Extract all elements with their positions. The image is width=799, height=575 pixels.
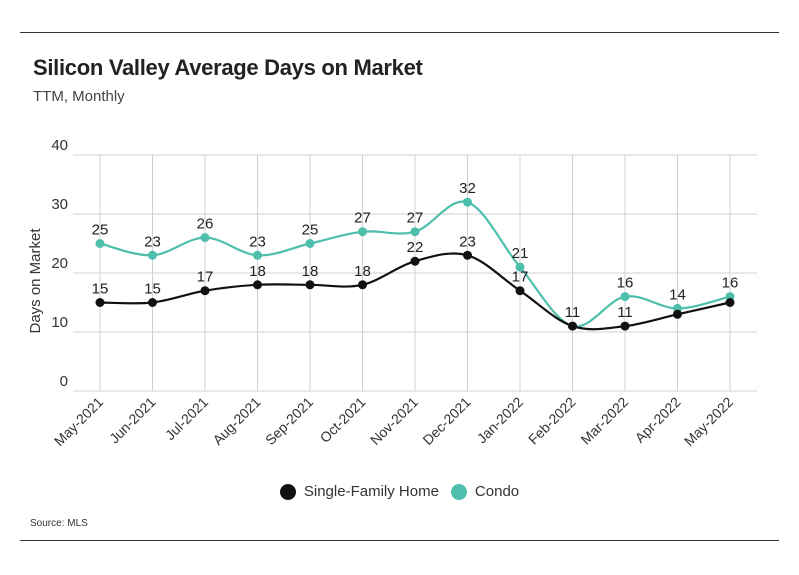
- data-label-single-family: 11: [565, 304, 581, 321]
- data-label-single-family: 18: [354, 263, 371, 280]
- legend-item-single-family: Single-Family Home: [279, 483, 439, 500]
- data-label-single-family: 15: [144, 281, 161, 298]
- x-tick-label: Feb-2022: [525, 394, 579, 448]
- data-label-single-family: 18: [302, 263, 319, 280]
- x-tick-label: Sep-2021: [262, 394, 316, 448]
- chart-subtitle: TTM, Monthly: [33, 88, 125, 105]
- y-axis-label: Days on Market: [27, 228, 44, 334]
- x-tick-label: Mar-2022: [577, 394, 631, 448]
- data-point-single-family: [620, 321, 630, 331]
- data-point-single-family: [305, 280, 315, 290]
- data-label-single-family: 17: [512, 269, 529, 286]
- x-tick-label: Jul-2021: [162, 394, 211, 443]
- data-point-single-family: [358, 280, 367, 290]
- data-label-condo: 16: [617, 275, 634, 292]
- data-point-single-family: [148, 298, 157, 307]
- data-label-condo: 25: [302, 222, 319, 239]
- x-tick-label: Apr-2022: [632, 394, 684, 446]
- data-point-condo: [95, 239, 105, 248]
- data-label-condo: 26: [197, 216, 214, 233]
- data-point-condo: [305, 239, 315, 248]
- data-point-single-family: [568, 321, 577, 331]
- legend-label-single-family: Single-Family Home: [303, 483, 439, 500]
- x-tick-label: May-2021: [51, 394, 106, 449]
- data-point-condo: [463, 197, 472, 207]
- data-label-single-family: 23: [459, 233, 476, 250]
- data-point-condo: [148, 250, 157, 260]
- y-tick-label: 0: [60, 373, 68, 390]
- data-point-single-family: [673, 309, 682, 319]
- data-point-condo: [200, 233, 210, 243]
- data-point-single-family: [253, 280, 262, 290]
- data-label-single-family: 18: [249, 263, 266, 280]
- legend: Single-Family Home Condo: [0, 483, 799, 500]
- data-point-condo: [410, 227, 420, 237]
- chart-title: Silicon Valley Average Days on Market: [33, 55, 423, 80]
- y-tick-label: 40: [51, 137, 68, 154]
- data-label-condo: 27: [354, 210, 371, 227]
- data-label-single-family: 22: [407, 239, 424, 256]
- data-label-single-family: 15: [92, 281, 109, 298]
- data-point-single-family: [515, 286, 525, 296]
- data-point-condo: [620, 292, 630, 302]
- data-label-condo: 27: [407, 210, 424, 227]
- data-label-condo: 23: [144, 233, 161, 250]
- legend-item-condo: Condo: [450, 483, 520, 500]
- x-tick-label: Aug-2021: [209, 394, 263, 448]
- y-tick-label: 10: [51, 314, 68, 331]
- data-point-single-family: [410, 256, 420, 266]
- data-label-single-family: 11: [617, 304, 633, 321]
- source-note: Source: MLS: [30, 518, 88, 529]
- data-point-single-family: [200, 286, 210, 296]
- data-point-condo: [515, 262, 525, 272]
- x-tick-label: May-2022: [681, 394, 736, 449]
- data-label-condo: 23: [249, 233, 266, 250]
- y-tick-label: 30: [51, 196, 68, 213]
- legend-swatch-condo: [450, 483, 467, 500]
- x-tick-label: Nov-2021: [367, 394, 421, 448]
- legend-swatch-single-family: [279, 483, 296, 500]
- legend-label-condo: Condo: [474, 483, 520, 500]
- bottom-rule: [20, 540, 779, 541]
- x-tick-label: Jan-2022: [474, 394, 527, 447]
- x-tick-label: Dec-2021: [419, 394, 473, 448]
- data-point-single-family: [725, 298, 735, 307]
- top-rule: [20, 32, 779, 33]
- data-label-condo: 14: [669, 286, 686, 303]
- data-point-condo: [358, 227, 367, 237]
- x-tick-label: Oct-2021: [317, 394, 369, 446]
- data-label-condo: 21: [512, 245, 529, 262]
- data-label-condo: 25: [92, 222, 109, 239]
- data-point-condo: [253, 250, 262, 260]
- data-label-single-family: 17: [197, 269, 214, 286]
- x-tick-label: Jun-2021: [106, 394, 159, 447]
- y-tick-label: 20: [51, 255, 68, 272]
- data-point-single-family: [95, 298, 105, 307]
- data-label-condo: 32: [459, 180, 476, 197]
- data-point-single-family: [463, 250, 472, 260]
- data-label-condo: 16: [722, 275, 739, 292]
